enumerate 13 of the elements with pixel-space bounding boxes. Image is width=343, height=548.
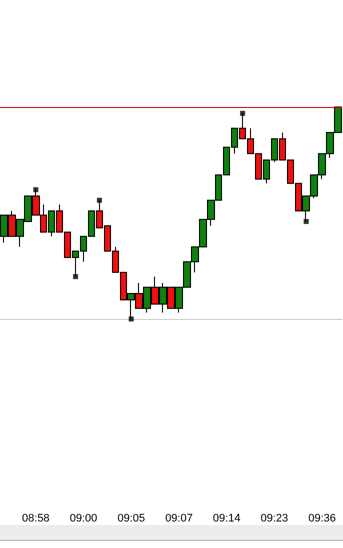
x-tick-label: 09:23: [260, 512, 288, 524]
x-tick-label: 09:36: [308, 512, 336, 524]
point: [304, 218, 309, 224]
point: [33, 187, 38, 192]
x-tick-label: 09:00: [70, 512, 98, 524]
x-tick-label: 09:14: [212, 512, 240, 524]
x-tick-label: 09:05: [117, 512, 145, 524]
point: [96, 198, 102, 203]
point: [240, 110, 246, 116]
x-tick-label: 08:58: [22, 512, 50, 524]
point: [128, 316, 134, 322]
point: [73, 274, 78, 280]
x-tick-label: 09:07: [165, 512, 193, 524]
